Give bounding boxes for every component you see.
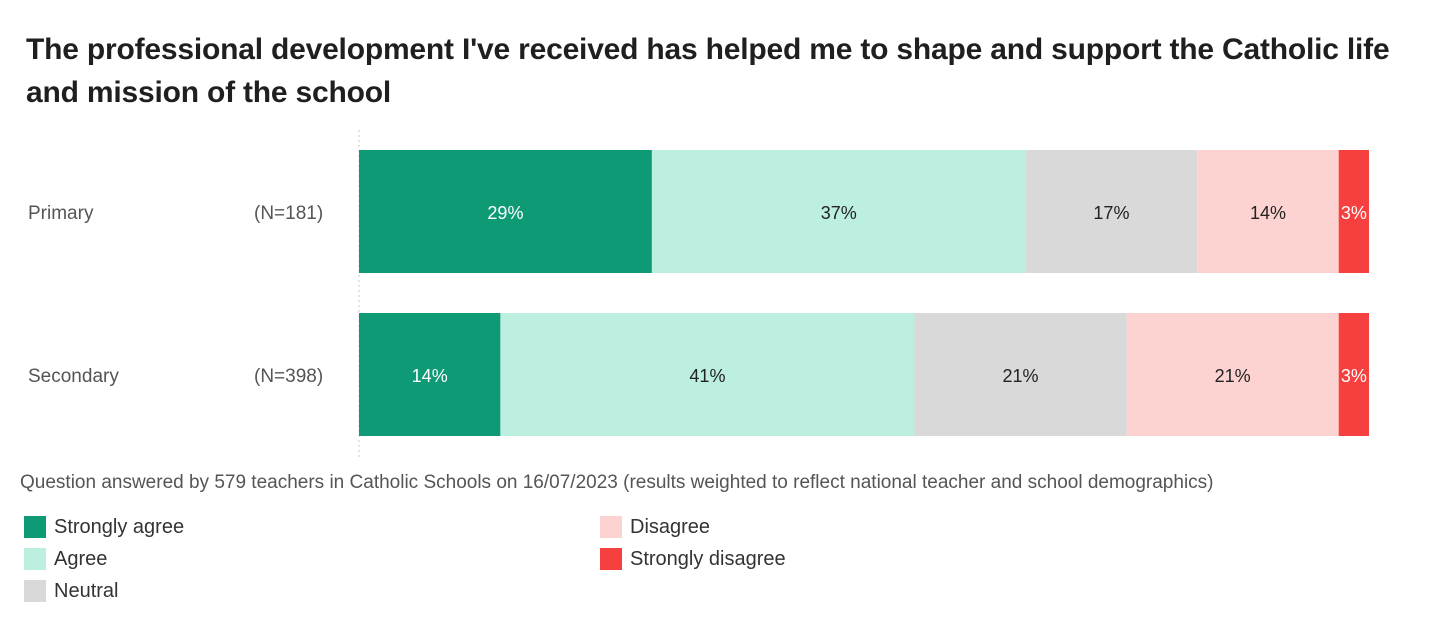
data-label: 3% bbox=[1341, 366, 1367, 386]
data-label: 17% bbox=[1093, 203, 1129, 223]
bar-segment bbox=[914, 313, 1127, 436]
bar-segment bbox=[359, 150, 652, 273]
legend-item-disagree: Disagree bbox=[600, 514, 710, 540]
data-label: 29% bbox=[487, 203, 523, 223]
bar-segment bbox=[1338, 150, 1369, 273]
legend-item-neutral: Neutral bbox=[24, 578, 118, 604]
category-label: Primary bbox=[28, 203, 94, 224]
bar-segment bbox=[1338, 313, 1369, 436]
bar-segment bbox=[1126, 313, 1339, 436]
chart-footnote: Question answered by 579 teachers in Cat… bbox=[20, 472, 1214, 493]
data-label: 21% bbox=[1215, 366, 1251, 386]
legend-swatch-strongly-agree bbox=[24, 516, 46, 538]
chart-legend: Strongly agree Agree Neutral Disagree St… bbox=[24, 514, 1124, 624]
data-label: 3% bbox=[1341, 203, 1367, 223]
data-label: 37% bbox=[821, 203, 857, 223]
bar-segment bbox=[500, 313, 915, 436]
category-count-label: (N=398) bbox=[254, 366, 323, 387]
data-label: 21% bbox=[1003, 366, 1039, 386]
legend-item-strongly-agree: Strongly agree bbox=[24, 514, 184, 540]
data-label: 41% bbox=[689, 366, 725, 386]
legend-swatch-strongly-disagree bbox=[600, 548, 622, 570]
legend-label: Agree bbox=[54, 547, 108, 570]
legend-swatch-agree bbox=[24, 548, 46, 570]
bar-segment bbox=[1197, 150, 1339, 273]
data-label: 14% bbox=[1250, 203, 1286, 223]
legend-item-agree: Agree bbox=[24, 546, 107, 572]
legend-label: Strongly agree bbox=[54, 515, 185, 538]
category-label: Secondary bbox=[28, 366, 119, 387]
bar-segment bbox=[1025, 150, 1198, 273]
stacked-bar-chart: Primary (N=181) 29% 37% 17% 14% 3% Secondary (N=… bbox=[28, 130, 1369, 460]
legend-label: Disagree bbox=[630, 515, 711, 538]
bar-segment bbox=[359, 313, 501, 436]
legend-swatch-disagree bbox=[600, 516, 622, 538]
category-count-label: (N=181) bbox=[254, 203, 323, 224]
bar-segment bbox=[651, 150, 1026, 273]
legend-swatch-neutral bbox=[24, 580, 46, 602]
legend-item-strongly-disagree: Strongly disagree bbox=[600, 546, 786, 572]
chart-title: The professional development I've receiv… bbox=[26, 33, 1390, 109]
legend-label: Neutral bbox=[54, 579, 119, 602]
legend-label: Strongly disagree bbox=[630, 547, 786, 570]
data-label: 14% bbox=[412, 366, 448, 386]
